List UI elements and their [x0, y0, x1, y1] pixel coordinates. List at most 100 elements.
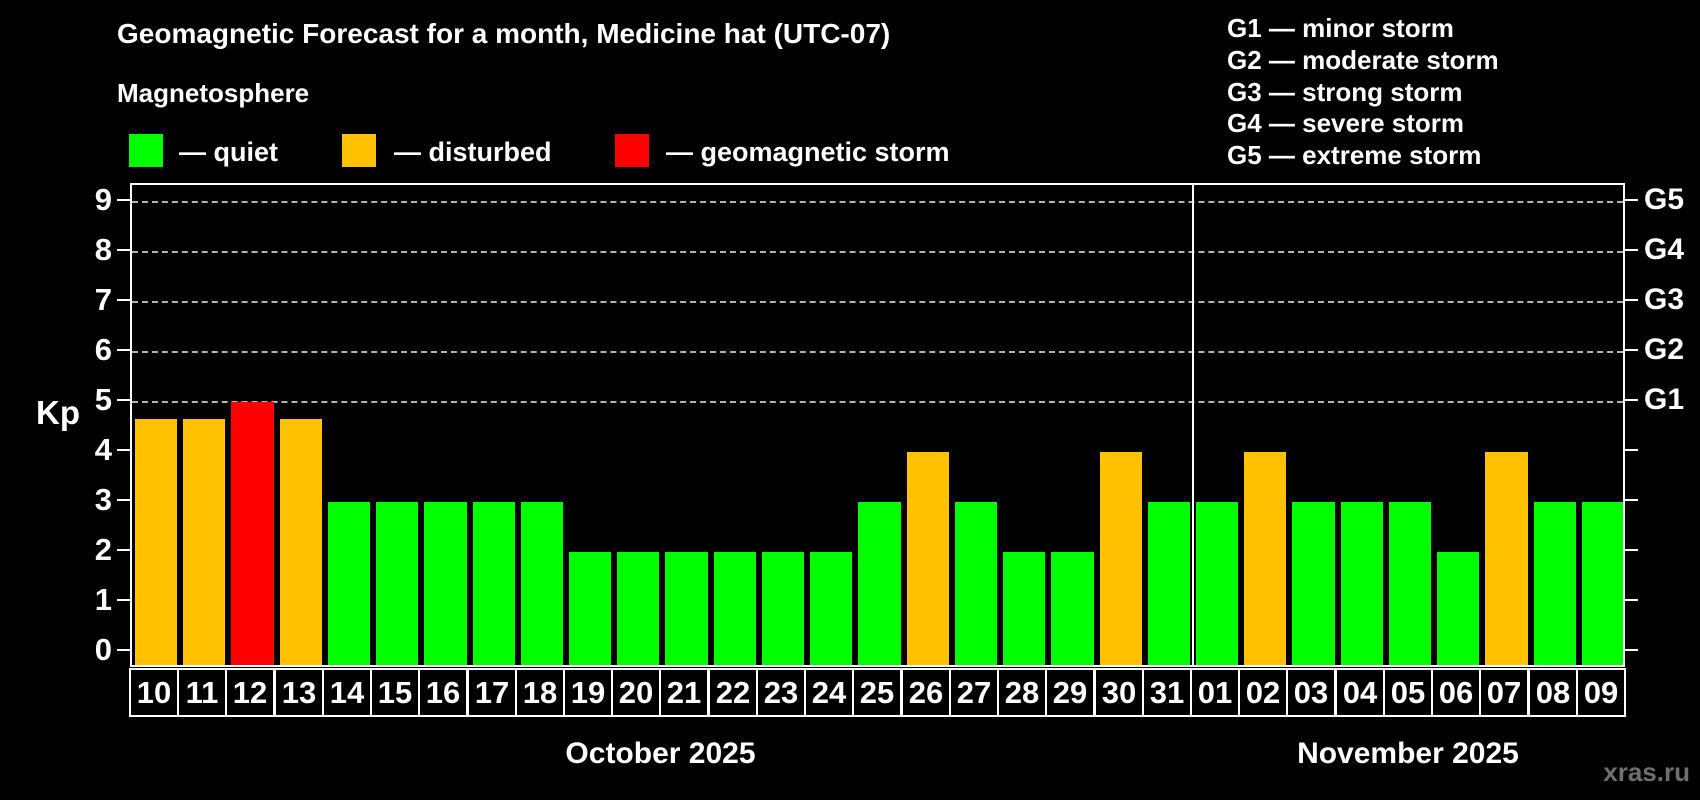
y-tick-label-4: 4 — [94, 432, 112, 467]
day-label-15: 15 — [370, 668, 420, 717]
right-axis-label-G1: G1 — [1644, 383, 1685, 416]
day-label-24: 24 — [804, 668, 854, 717]
y-tick — [117, 399, 130, 401]
bar-day-23 — [761, 552, 805, 665]
bar-day-24 — [810, 552, 853, 665]
bar-day-31 — [1147, 502, 1190, 665]
watermark: xras.ru — [1603, 757, 1690, 787]
y-tick-label-0: 0 — [94, 632, 112, 667]
y-tick-right — [1625, 649, 1638, 651]
y-tick-right — [1625, 499, 1638, 501]
gridline-kp6 — [132, 351, 1623, 353]
y-tick-label-2: 2 — [94, 532, 112, 567]
day-label-29: 29 — [1045, 668, 1095, 717]
day-label-18: 18 — [515, 668, 565, 717]
day-label-23: 23 — [756, 668, 806, 717]
bar-day-08 — [1533, 502, 1576, 665]
day-label-14: 14 — [322, 668, 372, 717]
bar-day-11 — [183, 418, 226, 665]
day-label-09: 09 — [1576, 668, 1626, 717]
day-label-08: 08 — [1528, 668, 1578, 717]
y-tick-right — [1625, 349, 1638, 351]
storm-scale-legend-item: G4 — severe storm — [1227, 108, 1465, 139]
day-label-21: 21 — [659, 668, 709, 717]
day-label-13: 13 — [274, 668, 324, 717]
gridline-kp5 — [132, 401, 1623, 403]
day-label-30: 30 — [1094, 668, 1144, 717]
y-tick — [117, 449, 130, 451]
y-tick — [117, 199, 130, 201]
y-tick-right — [1625, 199, 1638, 201]
bar-day-14 — [327, 502, 371, 665]
storm-legend-swatch — [615, 134, 649, 167]
y-tick-right — [1625, 299, 1638, 301]
bar-day-26 — [906, 452, 949, 665]
y-tick-label-9: 9 — [94, 182, 112, 217]
bar-day-01 — [1195, 502, 1239, 665]
day-label-03: 03 — [1286, 668, 1336, 717]
x-axis-day-row: 10 11 12 13 14 15 16 17 18 19 20 21 22 23 24 25 26 27 28 29… — [129, 668, 1626, 717]
y-tick-right — [1625, 549, 1638, 551]
bar-day-16 — [424, 502, 467, 665]
day-label-22: 22 — [708, 668, 758, 717]
day-label-20: 20 — [611, 668, 661, 717]
day-label-07: 07 — [1479, 668, 1529, 717]
day-label-26: 26 — [901, 668, 951, 717]
month-separator — [1191, 185, 1194, 665]
day-label-17: 17 — [467, 668, 517, 717]
y-tick-label-7: 7 — [94, 282, 112, 317]
chart-subtitle: Magnetosphere — [117, 78, 310, 108]
chart-title: Geomagnetic Forecast for a month, Medici… — [117, 18, 891, 49]
storm-scale-legend-item: G5 — extreme storm — [1227, 140, 1482, 171]
bar-day-30 — [1099, 452, 1142, 665]
bar-day-29 — [1051, 552, 1094, 665]
bar-day-05 — [1388, 502, 1432, 665]
bar-day-17 — [472, 502, 515, 665]
plot-area — [130, 183, 1625, 667]
y-tick-label-5: 5 — [94, 382, 112, 417]
bar-day-21 — [665, 552, 708, 665]
bar-day-06 — [1437, 552, 1480, 665]
day-label-28: 28 — [997, 668, 1047, 717]
storm-scale-legend-item: G1 — minor storm — [1227, 13, 1454, 43]
day-label-27: 27 — [949, 668, 999, 717]
day-label-02: 02 — [1238, 668, 1288, 717]
y-tick — [117, 549, 130, 551]
y-tick — [117, 249, 130, 251]
day-label-25: 25 — [852, 668, 902, 717]
quiet-legend-swatch — [129, 134, 163, 167]
disturbed-legend-swatch — [342, 134, 376, 167]
y-axis-title: Kp — [36, 394, 80, 431]
day-label-06: 06 — [1431, 668, 1481, 717]
bar-day-20 — [617, 552, 660, 665]
storm-legend-label: — geomagnetic storm — [666, 137, 950, 167]
y-tick — [117, 349, 130, 351]
y-tick-label-3: 3 — [94, 482, 112, 517]
day-label-04: 04 — [1335, 668, 1385, 717]
right-axis-label-G4: G4 — [1644, 233, 1685, 266]
y-tick-label-1: 1 — [94, 582, 112, 617]
y-tick — [117, 599, 130, 601]
bar-day-02 — [1244, 452, 1287, 665]
y-tick — [117, 499, 130, 501]
y-tick-label-6: 6 — [94, 332, 112, 367]
right-axis-label-G5: G5 — [1644, 183, 1685, 216]
storm-scale-legend: G1 — minor storm G2 — moderate storm G3 … — [1227, 13, 1499, 172]
bar-day-22 — [713, 552, 756, 665]
bar-day-12 — [231, 402, 274, 665]
bar-day-15 — [376, 502, 419, 665]
bar-day-19 — [569, 552, 612, 665]
storm-scale-legend-item: G3 — strong storm — [1227, 76, 1463, 107]
y-tick-right — [1625, 599, 1638, 601]
day-label-01: 01 — [1190, 668, 1240, 717]
day-label-11: 11 — [177, 668, 227, 717]
month-label: October 2025 — [565, 737, 756, 770]
y-tick-label-8: 8 — [94, 232, 112, 267]
day-label-05: 05 — [1383, 668, 1433, 717]
y-tick — [117, 649, 130, 651]
month-label: November 2025 — [1297, 737, 1519, 770]
day-label-16: 16 — [418, 668, 468, 717]
disturbed-legend-label: — disturbed — [394, 137, 552, 167]
bar-day-09 — [1581, 502, 1623, 665]
bar-day-10 — [135, 418, 178, 665]
